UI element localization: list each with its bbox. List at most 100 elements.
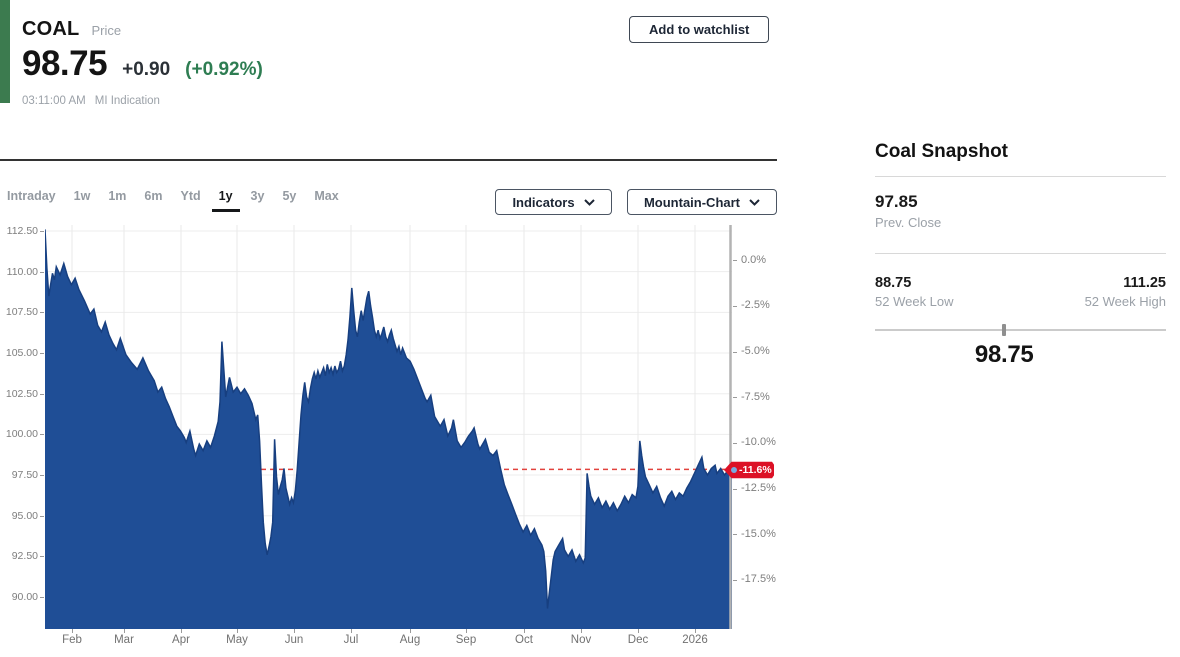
y-axis-right-label: -12.5%: [741, 482, 776, 495]
range-tab-3y[interactable]: 3y: [250, 189, 265, 203]
y-axis-label: 92.50: [11, 550, 38, 563]
y-axis-label: 90.00: [11, 591, 38, 604]
slider-marker: [1002, 324, 1007, 336]
x-axis-label: Jul: [343, 634, 359, 646]
y-axis-right-tick: [733, 351, 737, 353]
x-axis-label: Nov: [570, 634, 592, 646]
badge-label: -11.6%: [739, 464, 772, 476]
y-axis-tick: [40, 556, 44, 558]
y-axis-tick: [40, 475, 44, 477]
x-axis-tick: [351, 629, 352, 633]
snapshot-divider: [875, 253, 1166, 254]
range-tab-ytd[interactable]: Ytd: [180, 189, 201, 203]
y-axis-tick: [40, 434, 44, 436]
symbol-name: COAL: [22, 18, 80, 40]
y-axis-tick: [40, 271, 44, 273]
price-change-percent: (+0.92%): [185, 59, 263, 80]
y-axis-right-label: -2.5%: [741, 299, 770, 312]
x-axis-tick: [695, 629, 696, 633]
week52-high: 111.25 52 Week High: [1085, 275, 1166, 309]
indicators-dropdown[interactable]: Indicators: [495, 189, 612, 215]
x-axis-tick: [524, 629, 525, 633]
y-axis-right-label: 0.0%: [741, 253, 767, 266]
badge-background: [724, 461, 774, 479]
y-axis-left: 112.50 110.00 107.50 105.00 102.50 100.00 97.5…: [0, 225, 45, 629]
y-axis-right-label: -10.0%: [741, 436, 776, 449]
y-axis-right-tick: [733, 579, 737, 581]
price-change: +0.90: [122, 59, 171, 80]
x-axis-label: May: [226, 634, 248, 646]
y-axis-right-label: -7.5%: [741, 390, 770, 403]
y-axis-right-tick: [733, 260, 737, 262]
x-axis-label: Mar: [114, 634, 134, 646]
quote-source: MI Indication: [94, 95, 160, 107]
y-axis-right-tick: [733, 488, 737, 490]
week52-high-label: 52 Week High: [1084, 294, 1166, 309]
price-row: 98.75 +0.90 (+0.92%): [22, 44, 263, 84]
y-axis-label: 95.00: [11, 509, 38, 522]
y-axis-right-tick: [733, 305, 737, 307]
y-axis-right-label: -5.0%: [741, 345, 770, 358]
x-axis-label: Aug: [399, 634, 421, 646]
x-axis-tick: [581, 629, 582, 633]
current-price-on-slider: 98.75: [974, 341, 1034, 368]
current-price: 98.75: [22, 44, 108, 83]
snapshot-title: Coal Snapshot: [875, 141, 1166, 177]
quote-timestamp: 03:11:00 AM: [22, 95, 86, 107]
price-chart[interactable]: [44, 225, 733, 629]
y-axis-label: 112.50: [6, 225, 38, 237]
week52-high-value: 111.25: [1123, 275, 1166, 291]
y-axis-right-label: -15.0%: [741, 527, 776, 540]
slider-track: [875, 329, 1166, 331]
x-axis-label: Feb: [62, 634, 82, 646]
y-axis-label: 97.50: [11, 469, 38, 482]
week52-range-slider: [875, 323, 1166, 337]
y-axis-label: 105.00: [5, 347, 38, 360]
y-axis-tick: [40, 597, 44, 599]
change-percent-badge: -11.6%: [724, 461, 774, 479]
x-axis-tick: [72, 629, 73, 633]
y-axis-tick: [40, 515, 44, 517]
week52-low-label: 52 Week Low: [875, 294, 954, 309]
x-axis-label: Jun: [284, 634, 304, 646]
x-axis-label: 2026: [682, 634, 708, 646]
chart-type-dropdown[interactable]: Mountain-Chart: [627, 189, 777, 215]
y-axis-tick: [40, 393, 44, 395]
accent-bar: [0, 0, 10, 103]
y-axis-label: 110.00: [6, 265, 38, 278]
x-axis-label: Apr: [172, 634, 190, 646]
symbol-header: COAL Price: [22, 18, 121, 41]
section-divider: [0, 159, 777, 161]
chart-type-label: Mountain-Chart: [643, 194, 741, 210]
y-axis-right-tick: [733, 534, 737, 536]
x-axis-tick: [638, 629, 639, 633]
add-to-watchlist-button[interactable]: Add to watchlist: [629, 16, 770, 43]
range-tab-1w[interactable]: 1w: [73, 189, 91, 203]
y-axis-tick: [40, 353, 44, 355]
x-axis-label: Oct: [515, 634, 533, 646]
last-price-dot: [731, 467, 737, 473]
range-tab-5y[interactable]: 5y: [282, 189, 297, 203]
x-axis-label: Sep: [455, 634, 477, 646]
y-axis-label: 102.50: [5, 387, 38, 400]
prev-close-label: Prev. Close: [875, 215, 942, 230]
y-axis-right: 0.0% -2.5% -5.0% -7.5% -10.0% -12.5% -15.0% -17…: [732, 225, 792, 629]
range-tab-max[interactable]: Max: [314, 189, 339, 203]
x-axis-tick: [237, 629, 238, 633]
chevron-down-icon: [749, 198, 760, 206]
week52-low-value: 88.75: [875, 275, 912, 291]
prev-close-value: 97.85: [875, 192, 918, 211]
x-axis-label: Dec: [627, 634, 649, 646]
x-axis-tick: [181, 629, 182, 633]
range-tab-6m[interactable]: 6m: [144, 189, 163, 203]
y-axis-tick: [40, 312, 44, 314]
range-tab-intraday[interactable]: Intraday: [7, 189, 56, 203]
y-axis-label: 107.50: [5, 306, 38, 319]
range-tab-1y[interactable]: 1y: [219, 189, 233, 212]
x-axis-tick: [294, 629, 295, 633]
chevron-down-icon: [583, 198, 595, 206]
y-axis-right-tick: [733, 397, 737, 399]
x-axis-tick: [124, 629, 125, 633]
range-tab-1m[interactable]: 1m: [108, 189, 127, 203]
snapshot-panel: Coal Snapshot 97.85 Prev. Close 88.75 52…: [875, 141, 1166, 371]
